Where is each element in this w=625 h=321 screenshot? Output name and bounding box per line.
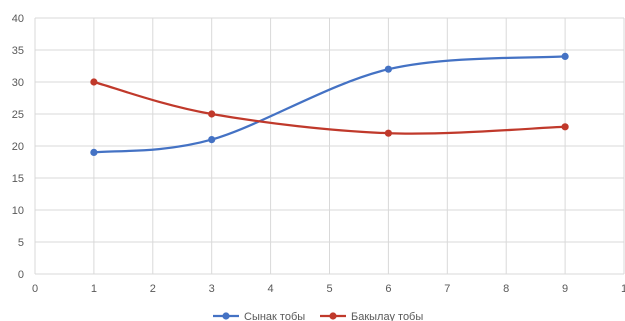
legend: Сынак тобы Бакылау тобы: [213, 311, 423, 321]
x-tick-label: 5: [326, 283, 332, 295]
x-tick-label: 8: [503, 283, 509, 295]
series-1: [90, 52, 569, 156]
data-point: [561, 123, 569, 131]
legend-marker-icon: [329, 312, 337, 320]
axis-labels: 0 5 10 15 20 25 30 35 40 0 1 2 3 4 5 6 7 8 9 1: [12, 13, 625, 295]
legend-item: Сынак тобы: [213, 311, 305, 321]
legend-label: Сынак тобы: [244, 311, 305, 321]
data-point: [561, 52, 569, 61]
legend-label: Бакылау тобы: [351, 311, 423, 321]
x-tick-label: 7: [444, 283, 450, 295]
legend-item: Бакылау тобы: [320, 311, 423, 321]
y-tick-label: 0: [18, 269, 24, 281]
data-point: [384, 129, 392, 137]
y-tick-label: 5: [18, 237, 24, 249]
y-tick-label: 35: [12, 45, 24, 57]
series-layer: [90, 52, 569, 156]
x-tick-label: 4: [268, 283, 274, 295]
legend-marker-icon: [222, 312, 230, 320]
series-line: [92, 80, 567, 135]
data-point: [384, 65, 392, 73]
gridlines: [34, 17, 625, 275]
x-tick-label: 9: [562, 283, 568, 295]
x-tick-label: 3: [209, 283, 215, 295]
y-tick-label: 20: [12, 141, 24, 153]
x-tick-label: 2: [150, 283, 156, 295]
series-2: [90, 78, 569, 137]
data-point: [90, 78, 98, 86]
y-tick-label: 40: [12, 13, 24, 25]
y-tick-label: 15: [12, 173, 24, 185]
y-tick-label: 10: [12, 205, 24, 217]
data-point: [208, 110, 216, 118]
data-point: [208, 136, 216, 144]
y-tick-label: 30: [12, 77, 24, 89]
y-tick-label: 25: [12, 109, 24, 121]
x-tick-label: 1: [91, 283, 97, 295]
x-tick-label: 6: [385, 283, 391, 295]
x-tick-label: 1: [621, 283, 625, 295]
x-tick-label: 0: [32, 283, 38, 295]
series-line: [92, 55, 567, 154]
data-point: [90, 148, 98, 156]
